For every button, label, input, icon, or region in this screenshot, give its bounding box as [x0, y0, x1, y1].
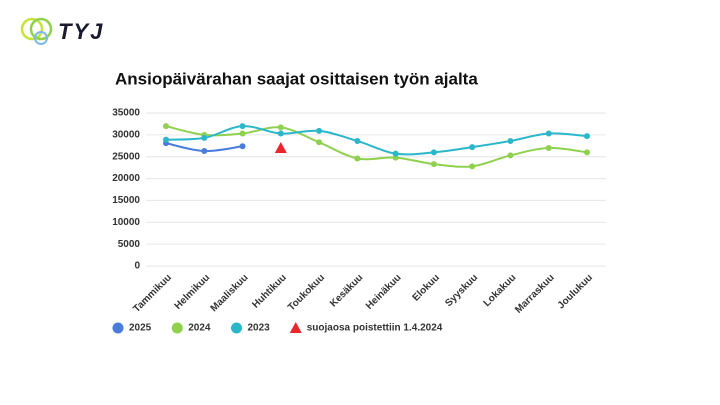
data-point	[354, 137, 361, 144]
data-point	[354, 155, 361, 162]
y-tick-label: 10000	[112, 217, 140, 228]
x-tick-label: Lokakuu	[482, 272, 519, 309]
x-tick-label: Maaliskuu	[209, 272, 251, 314]
x-tick-label: Heinäkuu	[364, 272, 404, 312]
data-point	[392, 150, 399, 157]
x-tick-label: Joulukuu	[556, 272, 595, 311]
data-point	[507, 152, 514, 159]
y-tick-label: 0	[134, 261, 140, 272]
data-point	[277, 124, 284, 131]
data-point	[316, 139, 323, 146]
data-point	[430, 149, 437, 156]
x-tick-label: Tammikuu	[131, 272, 174, 315]
logo: TYJ	[20, 17, 104, 45]
chart-title: Ansiopäivärahan saajat osittaisen työn a…	[115, 69, 478, 88]
legend-swatch	[289, 322, 302, 333]
legend-label: 2025	[129, 323, 152, 334]
data-point	[507, 137, 514, 144]
y-tick-label: 30000	[112, 129, 140, 140]
x-tick-label: Marraskuu	[513, 272, 557, 316]
data-point	[201, 134, 208, 141]
x-tick-label: Syyskuu	[443, 272, 480, 309]
marker-triangle	[274, 141, 287, 153]
logo-ring	[29, 17, 53, 41]
y-tick-label: 15000	[112, 195, 140, 206]
data-point	[316, 127, 323, 134]
legend-label: 2024	[188, 323, 211, 334]
data-point	[545, 130, 552, 137]
x-tick-label: Helmikuu	[173, 272, 213, 312]
legend-swatch	[171, 322, 183, 334]
data-point	[584, 133, 590, 140]
data-point	[430, 161, 437, 168]
data-point	[163, 123, 169, 130]
series-line	[165, 125, 588, 168]
legend-swatch	[231, 322, 242, 334]
data-point	[239, 143, 246, 150]
x-tick-label: Kesäkuu	[328, 272, 365, 309]
x-tick-label: Elokuu	[411, 272, 442, 303]
series-line	[165, 125, 588, 156]
x-tick-label: Toukokuu	[286, 272, 327, 313]
data-point	[201, 148, 208, 155]
logo-ring	[20, 17, 44, 41]
data-point	[545, 144, 552, 151]
y-tick-label: 35000	[112, 108, 140, 119]
data-point	[584, 149, 590, 156]
x-tick-label: Huhtikuu	[250, 272, 288, 310]
logo-ring	[34, 31, 48, 45]
data-point	[163, 136, 169, 143]
logo-text: TYJ	[58, 19, 104, 44]
legend-label: suojaosa poistettiin 1.4.2024	[307, 323, 443, 334]
y-tick-label: 20000	[112, 173, 140, 184]
y-tick-label: 25000	[112, 151, 140, 162]
y-tick-label: 5000	[118, 239, 141, 250]
data-point	[469, 144, 476, 151]
legend-label: 2023	[248, 323, 271, 334]
data-point	[469, 163, 476, 170]
legend-swatch	[112, 322, 124, 334]
data-point	[239, 130, 246, 137]
data-point	[277, 130, 284, 137]
data-point	[239, 123, 246, 130]
